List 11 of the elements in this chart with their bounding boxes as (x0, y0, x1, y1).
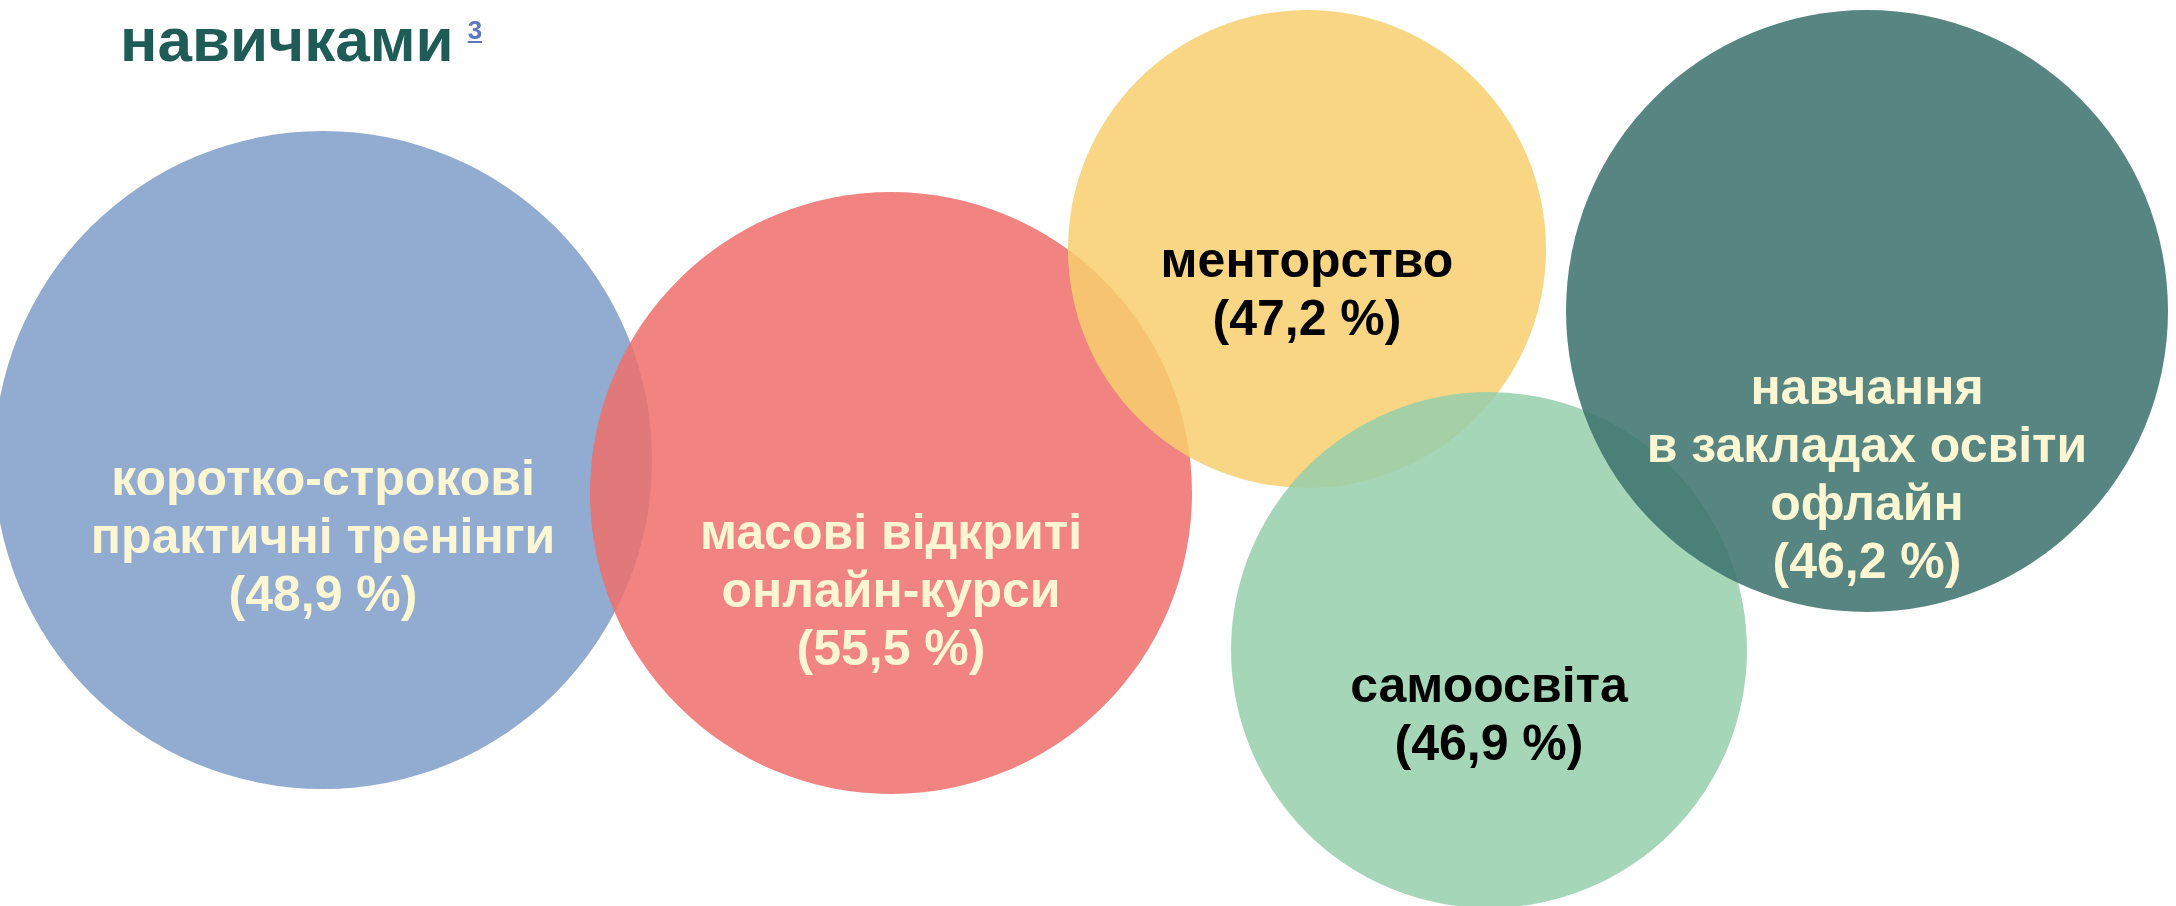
data-label: (47,2 %) (1212, 290, 1402, 346)
category-label: коротко-строкові практичні тренінги (90, 450, 556, 564)
data-label: (55,5 %) (796, 620, 986, 676)
data-label: (46,9 %) (1394, 715, 1584, 771)
category-label: навчання в закладах освіти офлайн (1646, 359, 2088, 531)
category-label: менторство (1160, 232, 1454, 288)
data-label: (48,9 %) (228, 566, 418, 622)
text: навичками$^{3}$ (120, 4, 483, 75)
data-label: (46,2 %) (1772, 533, 1962, 589)
category-label: самоосвіта (1350, 657, 1630, 713)
category-label: масові відкриті онлайн-курси (699, 504, 1083, 618)
